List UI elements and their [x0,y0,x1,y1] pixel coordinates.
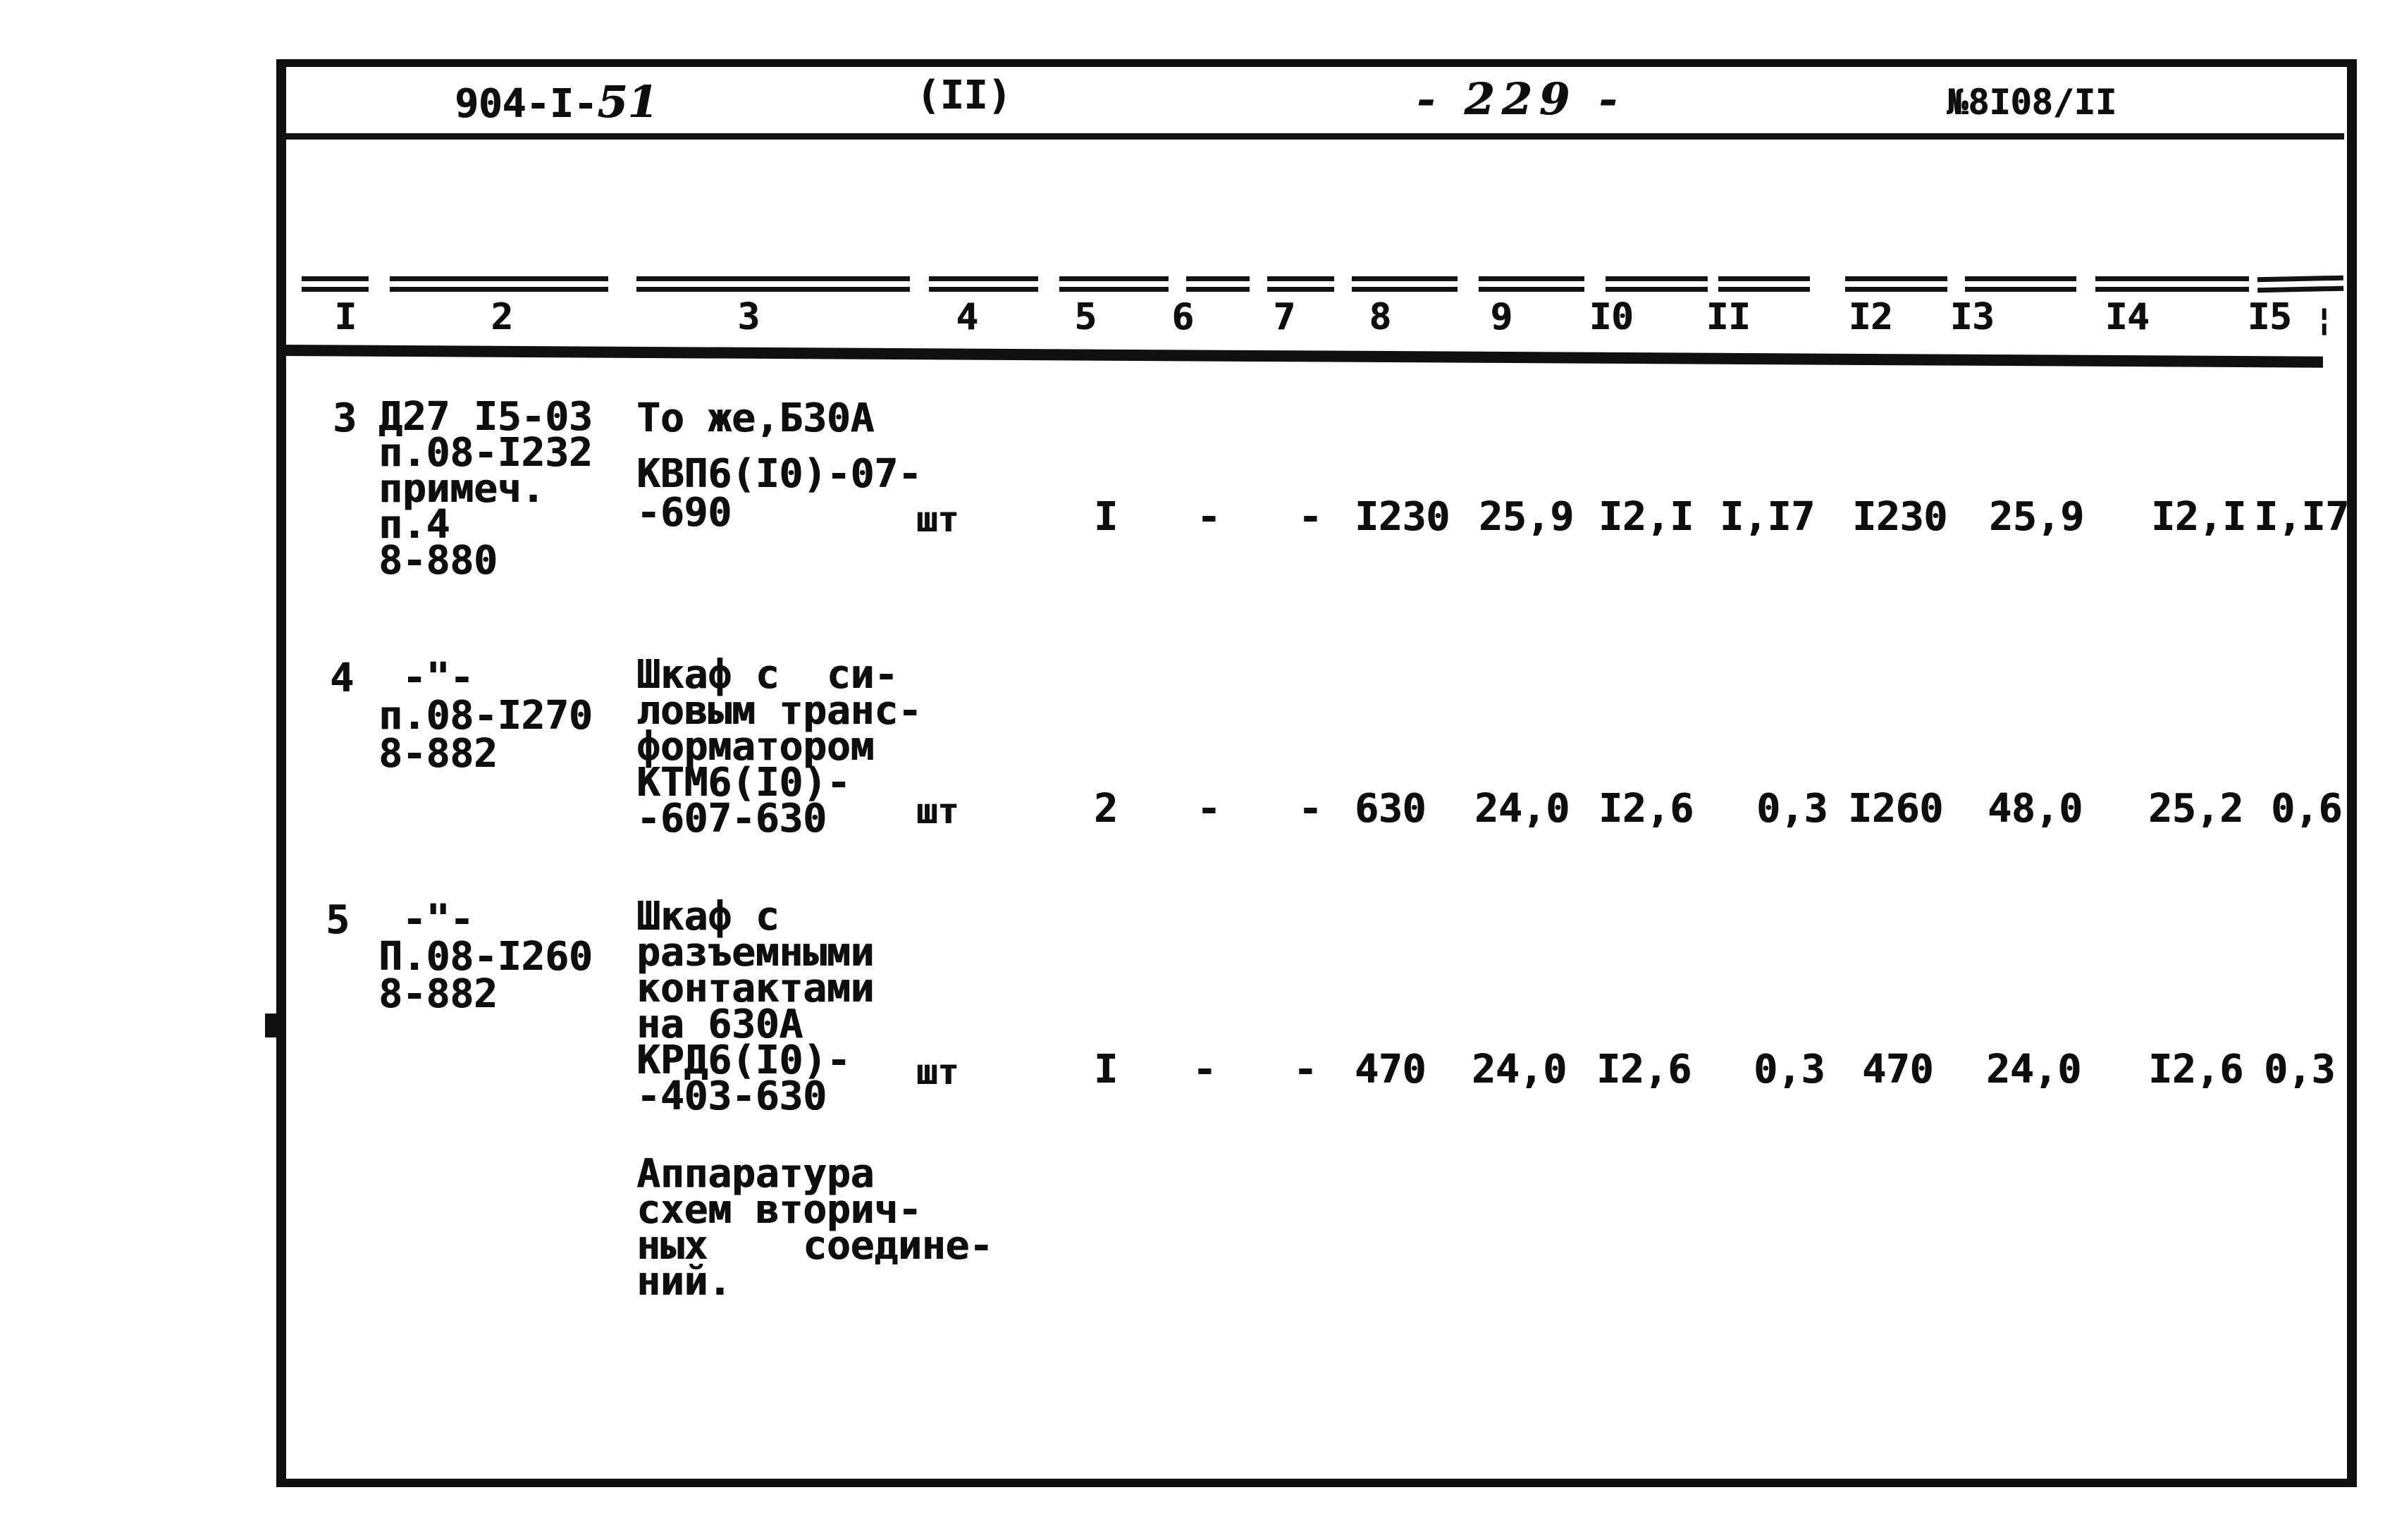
table-cell: 0,3 [2264,1047,2336,1092]
table-cell: I260 [1848,786,1943,832]
column-rule [1186,276,1250,292]
table-cell: 24,0 [1986,1047,2081,1092]
column-rule [1352,276,1458,292]
column-rule [1718,276,1810,292]
table-cell: I [1094,1047,1118,1092]
row-item-type: Шкаф с разъемными контактами на 630А КРД… [636,894,875,1119]
row-doc-reference: Д27 I5-03 п.08-I232 примеч. п.4 8-880 [378,394,593,584]
column-header-7: 7 [1273,296,1295,338]
column-rule [2257,275,2344,293]
table-note: Аппаратура схем вторич- ных соедине- ний… [636,1151,993,1305]
table-cell: 25,2 [2148,786,2243,832]
column-header-8: 8 [1369,296,1391,338]
column-header-3: 3 [737,296,760,338]
row-doc-reference: -"- п.08-I270 8-882 [378,655,593,777]
header-separator-line [282,133,2344,140]
table-cell: - [1197,494,1221,540]
table-cell: I2,6 [1598,786,1694,832]
table-cell: I230 [1852,494,1947,540]
table-cell-unit: шт [916,791,959,832]
table-cell: 470 [1355,1047,1427,1092]
column-rule [636,276,910,292]
table-cell: 470 [1862,1047,1934,1092]
table-cell: - [1298,494,1322,540]
table-cell: I,I7 [1720,494,1815,540]
project-code: 904-I-51 [455,80,658,124]
column-rule [1965,276,2076,292]
column-header-5: 5 [1074,296,1097,338]
table-cell: I [1094,494,1118,540]
series-mark: (II) [916,73,1011,118]
row-item-type: КВП6(I0)-07- -690 [636,451,922,536]
table-cell: 2 [1094,786,1118,832]
table-cell: I,I7 [2254,494,2349,540]
column-rule [2095,276,2249,292]
column-rule [302,276,369,292]
column-rule [1845,276,1947,292]
table-cell: - [1298,786,1322,832]
table-cell: 630 [1355,786,1427,832]
column-rule [1606,276,1708,292]
column-header-14: I4 [2105,296,2150,338]
table-cell: I230 [1355,494,1450,540]
column-header-11: II [1706,296,1751,338]
column-header-9: 9 [1490,296,1512,338]
column-rule [1267,276,1334,292]
document-number: №8I08/II [1947,82,2116,123]
table-cell: 24,0 [1474,786,1570,832]
row-position-number: 5 [326,897,350,943]
project-code-typed: 904-I- [455,81,598,127]
column-header-4: 4 [956,296,978,338]
table-cell-unit: шт [916,499,959,540]
column-rule [1059,276,1169,292]
scan-mark [265,1014,276,1037]
column-15-separator-mark: ¦ [2315,302,2334,338]
row-item-name: То же,Б30А [636,395,875,441]
table-cell: 24,0 [1472,1047,1567,1092]
table-cell: 25,9 [1479,494,1574,540]
column-header-1: I [334,296,357,338]
column-header-10: I0 [1589,296,1634,338]
table-cell: - [1193,1047,1216,1092]
table-cell: I2,6 [1596,1047,1692,1092]
table-cell-unit: шт [916,1052,959,1092]
column-header-13: I3 [1949,296,1995,338]
table-cell: 25,9 [1989,494,2084,540]
column-header-15: I5 [2247,296,2292,338]
table-cell: 48,0 [1988,786,2083,832]
column-rule [1479,276,1584,292]
column-header-12: I2 [1848,296,1893,338]
page-number: - 229 - [1417,73,1625,125]
row-doc-reference: -"- П.08-I260 8-882 [378,897,593,1017]
table-cell: I2,I [1598,494,1694,540]
column-rule [929,276,1038,292]
page-border-frame [276,59,2357,1487]
table-cell: - [1197,786,1221,832]
table-cell: I2,6 [2148,1047,2243,1092]
project-code-handwritten: 51 [597,76,658,128]
table-cell: 0,3 [1756,786,1828,832]
table-cell: - [1293,1047,1317,1092]
column-header-6: 6 [1171,296,1194,338]
column-header-2: 2 [491,296,513,338]
column-rule [390,276,608,292]
row-position-number: 3 [333,395,357,441]
table-cell: 0,3 [1754,1047,1825,1092]
row-position-number: 4 [330,655,354,701]
table-cell: I2,I [2151,494,2246,540]
row-item-type: Шкаф с си- ловым транс- форматором КТМ6(… [636,652,922,842]
table-cell: 0,6 [2271,786,2343,832]
